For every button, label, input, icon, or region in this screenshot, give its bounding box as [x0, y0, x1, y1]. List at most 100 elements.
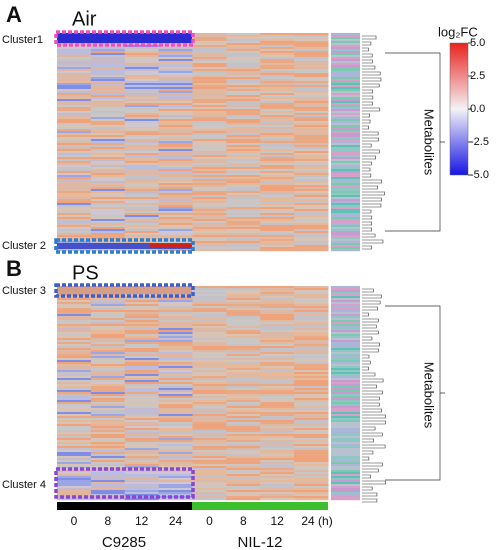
heat-cell [294, 344, 329, 347]
heat-cell [158, 400, 193, 403]
heat-cell [57, 143, 92, 146]
side-cell [331, 35, 360, 38]
heat-cell [192, 370, 227, 373]
heat-cell [57, 346, 92, 349]
heat-cell [192, 388, 227, 391]
side-cell [331, 113, 360, 116]
heat-cell [294, 143, 329, 146]
side-cell [331, 153, 360, 156]
heat-cell [57, 354, 92, 357]
side-cell [331, 81, 360, 84]
side-cell [331, 91, 360, 94]
heat-cell [192, 47, 227, 50]
heat-cell [260, 115, 295, 118]
heat-cell [226, 41, 261, 44]
heat-cell [124, 101, 160, 104]
heat-cell [57, 350, 92, 353]
side-cell [331, 372, 360, 375]
heat-cell [260, 392, 295, 395]
dendrogram [362, 456, 370, 461]
heat-cell [158, 127, 193, 130]
side-cell [331, 85, 360, 88]
heat-cell [158, 139, 193, 142]
heat-cell [192, 394, 227, 397]
heat-cell [124, 386, 160, 389]
heat-cell [294, 450, 329, 453]
heat-cell [57, 57, 92, 60]
heat-cell [260, 420, 295, 423]
side-cell [331, 139, 360, 142]
heat-cell [260, 452, 295, 455]
heat-cell [90, 69, 126, 72]
heat-cell [192, 410, 227, 413]
heat-cell [124, 115, 160, 118]
heat-cell [260, 462, 295, 465]
heat-cell [158, 211, 193, 214]
heat-cell [90, 332, 126, 335]
heat-cell [192, 35, 227, 38]
heat-cell [90, 61, 126, 64]
heat-cell [260, 298, 295, 301]
heat-cell [158, 468, 193, 471]
heat-cell [158, 346, 193, 349]
heat-cell [57, 484, 92, 487]
side-cell [331, 334, 360, 337]
heat-cell [57, 396, 92, 399]
heat-cell [158, 440, 193, 443]
heat-cell [192, 356, 227, 359]
heat-cell [124, 456, 160, 459]
heat-cell [192, 195, 227, 198]
heat-cell [260, 312, 295, 315]
heat-cell [294, 398, 329, 401]
side-cell [331, 478, 360, 481]
dendrogram [362, 53, 373, 58]
heat-cell [90, 207, 126, 210]
heat-cell [226, 243, 261, 246]
heat-cell [260, 320, 295, 323]
heat-cell [124, 390, 160, 393]
x-tick-label: 24 [169, 514, 183, 528]
heat-cell [124, 195, 160, 198]
heat-cell [124, 432, 160, 435]
heat-cell [124, 85, 160, 88]
heat-cell [158, 151, 193, 154]
heat-cell [57, 306, 92, 309]
heat-cell [260, 494, 295, 497]
heat-cell [192, 55, 227, 58]
heat-cell [57, 173, 92, 176]
heat-cell [260, 406, 295, 409]
heat-cell [90, 396, 126, 399]
heat-cell [158, 55, 193, 58]
heat-cell [90, 342, 126, 345]
heat-cell [57, 428, 92, 431]
heat-cell [90, 199, 126, 202]
heat-cell [260, 179, 295, 182]
heat-cell [90, 308, 126, 311]
heat-cell [57, 105, 92, 108]
heat-cell [226, 474, 261, 477]
heat-cell [226, 221, 261, 224]
heat-cell [294, 290, 329, 293]
heat-cell [158, 326, 193, 329]
side-cell [331, 87, 360, 90]
side-cell [331, 386, 360, 389]
side-cell [331, 213, 360, 216]
heat-cell [226, 324, 261, 327]
heat-cell [192, 474, 227, 477]
heat-cell [90, 95, 126, 98]
heat-cell [57, 406, 92, 409]
side-cell [331, 324, 360, 327]
heat-cell [90, 233, 126, 236]
heat-cell [158, 65, 193, 68]
dendrogram [362, 131, 379, 136]
heat-cell [226, 374, 261, 377]
heat-cell [260, 101, 295, 104]
heat-cell [90, 318, 126, 321]
heat-cell [158, 201, 193, 204]
side-cell [331, 294, 360, 297]
heat-cell [192, 225, 227, 228]
heat-cell [158, 51, 193, 54]
heat-cell [158, 109, 193, 112]
heat-cell [260, 290, 295, 293]
heat-cell [192, 241, 227, 244]
